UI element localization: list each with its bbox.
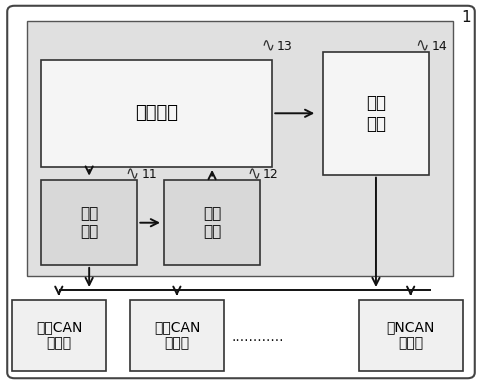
Text: 12: 12 [263, 168, 279, 181]
Text: 14: 14 [431, 40, 447, 53]
FancyArrowPatch shape [209, 172, 215, 179]
Text: 传输
单元: 传输 单元 [366, 94, 386, 133]
Text: 第NCAN
收发器: 第NCAN 收发器 [387, 320, 435, 350]
FancyBboxPatch shape [41, 180, 137, 265]
Text: 侦测
单元: 侦测 单元 [80, 207, 98, 239]
Text: 13: 13 [277, 40, 293, 53]
FancyBboxPatch shape [12, 300, 106, 371]
Text: ............: ............ [232, 330, 284, 344]
Text: 第二CAN
收发器: 第二CAN 收发器 [154, 320, 201, 350]
FancyArrowPatch shape [373, 177, 379, 285]
FancyBboxPatch shape [323, 52, 429, 175]
FancyArrowPatch shape [275, 110, 312, 117]
Text: 11: 11 [141, 168, 157, 181]
FancyBboxPatch shape [27, 21, 453, 276]
FancyArrowPatch shape [86, 268, 93, 285]
Text: 控制单元: 控制单元 [135, 104, 178, 122]
Text: 第一CAN
收发器: 第一CAN 收发器 [36, 320, 82, 350]
FancyBboxPatch shape [130, 300, 224, 371]
FancyArrowPatch shape [140, 219, 158, 226]
FancyBboxPatch shape [164, 180, 260, 265]
Text: 判断
单元: 判断 单元 [203, 207, 221, 239]
FancyArrowPatch shape [86, 166, 93, 174]
FancyBboxPatch shape [359, 300, 463, 371]
FancyBboxPatch shape [41, 60, 272, 167]
Text: 1: 1 [462, 10, 471, 25]
FancyBboxPatch shape [7, 6, 475, 378]
